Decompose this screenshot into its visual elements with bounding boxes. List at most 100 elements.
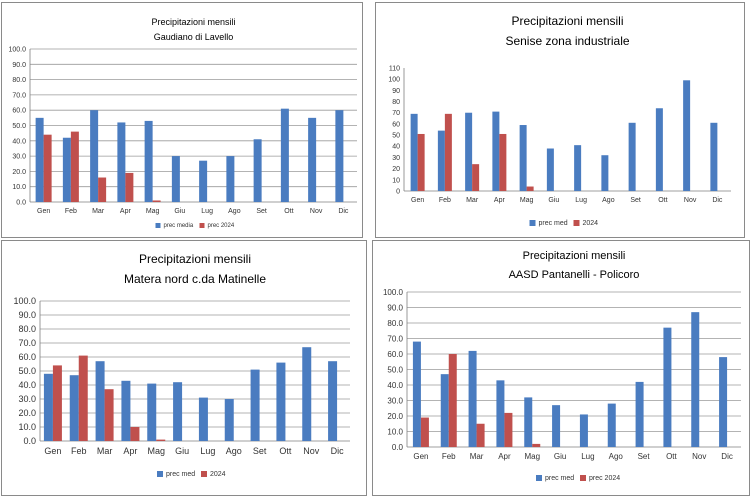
- chart4-xtick-lug: Lug: [581, 452, 594, 461]
- chart2-bar-ott-s1: [655, 108, 663, 191]
- chart3-bar-mag-s2: [156, 439, 166, 441]
- chart1-bar-mar-s1: [90, 110, 99, 202]
- chart1-xtick-mar: Mar: [92, 208, 105, 215]
- chart1-bar-feb-s2: [70, 131, 79, 202]
- chart2-bar-gen-s1: [410, 113, 418, 191]
- chart2-bar-dic-s1: [710, 122, 718, 191]
- chart4-legend-swatch-2: [580, 475, 586, 481]
- chart3-legend-swatch-1: [157, 471, 163, 477]
- chart2-bar-gen-s2: [417, 133, 425, 191]
- chart3-ytick-label: 60.0: [18, 352, 36, 362]
- chart3-ytick-label: 50.0: [18, 366, 36, 376]
- chart4-legend-label-2: prec 2024: [589, 475, 620, 482]
- chart1-ytick-label: 10.0: [12, 184, 26, 191]
- chart3-bar-set-s1: [250, 369, 260, 441]
- chart4-ytick-label: 30.0: [387, 396, 403, 405]
- chart1-ytick-label: 30.0: [12, 154, 26, 161]
- chart2-bar-feb-s2: [444, 113, 452, 191]
- chart3-subtitle: Matera nord c.da Matinelle: [124, 272, 266, 286]
- chart4-ytick-label: 50.0: [387, 365, 403, 374]
- chart3-xtick-lug: Lug: [200, 446, 215, 456]
- chart4-bar-apr-s1: [496, 380, 505, 447]
- chart1-bar-apr-s1: [117, 122, 126, 202]
- chart3-legend-swatch-2: [201, 471, 207, 477]
- chart1-bar-gen-s1: [35, 117, 44, 202]
- chart1-ytick-label: 80.0: [12, 77, 26, 84]
- chart4-xtick-nov: Nov: [692, 452, 706, 461]
- chart1-bar-ott-s1: [280, 108, 289, 202]
- chart3-bar-nov-s1: [302, 347, 312, 441]
- chart1-ytick-label: 50.0: [12, 123, 26, 130]
- chart4-bar-set-s1: [635, 381, 644, 447]
- chart2-ytick-label: 70: [392, 110, 400, 117]
- chart2-xtick-apr: Apr: [494, 197, 506, 204]
- chart3-ytick-label: 80.0: [18, 324, 36, 334]
- chart4-bar-giu-s1: [552, 405, 561, 447]
- chart3-legend-label-1: prec med: [166, 471, 195, 478]
- chart1-xtick-lug: Lug: [201, 208, 213, 215]
- chart1-bar-mag-s1: [144, 120, 153, 202]
- chart3-xtick-giu: Giu: [175, 446, 189, 456]
- chart1-ytick-label: 40.0: [12, 138, 26, 145]
- chart3-bar-ago-s1: [224, 399, 234, 441]
- chart2-ytick-label: 40: [392, 144, 400, 151]
- chart3-legend-label-2: 2024: [210, 471, 226, 478]
- chart4-bar-mar-s1: [468, 350, 477, 447]
- chart4-bar-gen-s2: [420, 417, 429, 447]
- chart4-ytick-label: 40.0: [387, 381, 403, 390]
- chart2-ytick-label: 110: [389, 65, 400, 72]
- chart1-xtick-giu: Giu: [174, 208, 185, 215]
- chart3-xtick-apr: Apr: [123, 446, 137, 456]
- chart1-bar-giu-s1: [171, 156, 180, 202]
- chart1-ytick-label: 60.0: [12, 108, 26, 115]
- chart2-legend-swatch-2: [573, 220, 580, 226]
- chart2-ytick-label: 20: [392, 166, 400, 173]
- chart3-title: Precipitazioni mensili: [139, 252, 251, 266]
- chart4-subtitle: AASD Pantanelli - Policoro: [509, 269, 640, 281]
- chart1-bar-apr-s2: [125, 172, 134, 202]
- chart2-ytick-label: 30: [392, 155, 400, 162]
- chart4-bar-ago-s1: [607, 403, 616, 447]
- chart1-ytick-label: 70.0: [12, 92, 26, 99]
- chart3-bar-giu-s1: [173, 382, 183, 441]
- chart4-xtick-ott: Ott: [666, 452, 677, 461]
- chart1-xtick-ott: Ott: [284, 208, 293, 215]
- chart1-bar-feb-s1: [62, 137, 71, 202]
- chart3-xtick-ott: Ott: [279, 446, 292, 456]
- chart4-legend-swatch-1: [536, 475, 542, 481]
- chart2-bar-lug-s1: [574, 145, 582, 191]
- chart1-bar-mar-s2: [98, 177, 107, 202]
- chart4-ytick-label: 70.0: [387, 334, 403, 343]
- chart3-xtick-nov: Nov: [303, 446, 320, 456]
- chart2-legend-label-1: prec med: [539, 220, 568, 227]
- chart2-xtick-mar: Mar: [466, 197, 479, 204]
- chart2-xtick-nov: Nov: [684, 197, 697, 204]
- chart4-bar-mag-s2: [532, 443, 541, 447]
- chart-panel-gaudiano: Precipitazioni mensili Gaudiano di Lavell…: [1, 2, 363, 238]
- chart3-xtick-ago: Ago: [226, 446, 242, 456]
- chart2-ytick-label: 100: [388, 77, 400, 84]
- chart3-bar-feb-s1: [69, 375, 79, 441]
- chart2-xtick-giu: Giu: [548, 197, 559, 204]
- chart1-ytick-label: 90.0: [12, 62, 26, 69]
- chart4-xtick-apr: Apr: [498, 452, 511, 461]
- chart1-bar-nov-s1: [308, 117, 317, 202]
- chart3-bar-gen-s1: [43, 373, 53, 441]
- chart1-bar-mag-s2: [152, 200, 161, 202]
- chart1-legend-swatch-2: [199, 223, 205, 228]
- chart3-xtick-dic: Dic: [331, 446, 344, 456]
- chart4-ytick-label: 60.0: [387, 350, 403, 359]
- chart1-ytick-label: 100.0: [8, 46, 26, 53]
- chart4-xtick-gen: Gen: [413, 452, 428, 461]
- chart4-bar-apr-s2: [504, 412, 513, 447]
- chart4-xtick-giu: Giu: [554, 452, 566, 461]
- chart2-xtick-set: Set: [630, 197, 641, 204]
- chart3-ytick-label: 70.0: [18, 338, 36, 348]
- chart2-bar-mar-s2: [472, 164, 480, 191]
- chart4-ytick-label: 20.0: [387, 412, 403, 421]
- chart3-ytick-label: 10.0: [18, 422, 36, 432]
- chart2-xtick-ago: Ago: [602, 197, 615, 204]
- chart2-xtick-ott: Ott: [658, 197, 667, 204]
- chart4-ytick-label: 80.0: [387, 319, 403, 328]
- chart4-legend-label-1: prec med: [545, 475, 574, 482]
